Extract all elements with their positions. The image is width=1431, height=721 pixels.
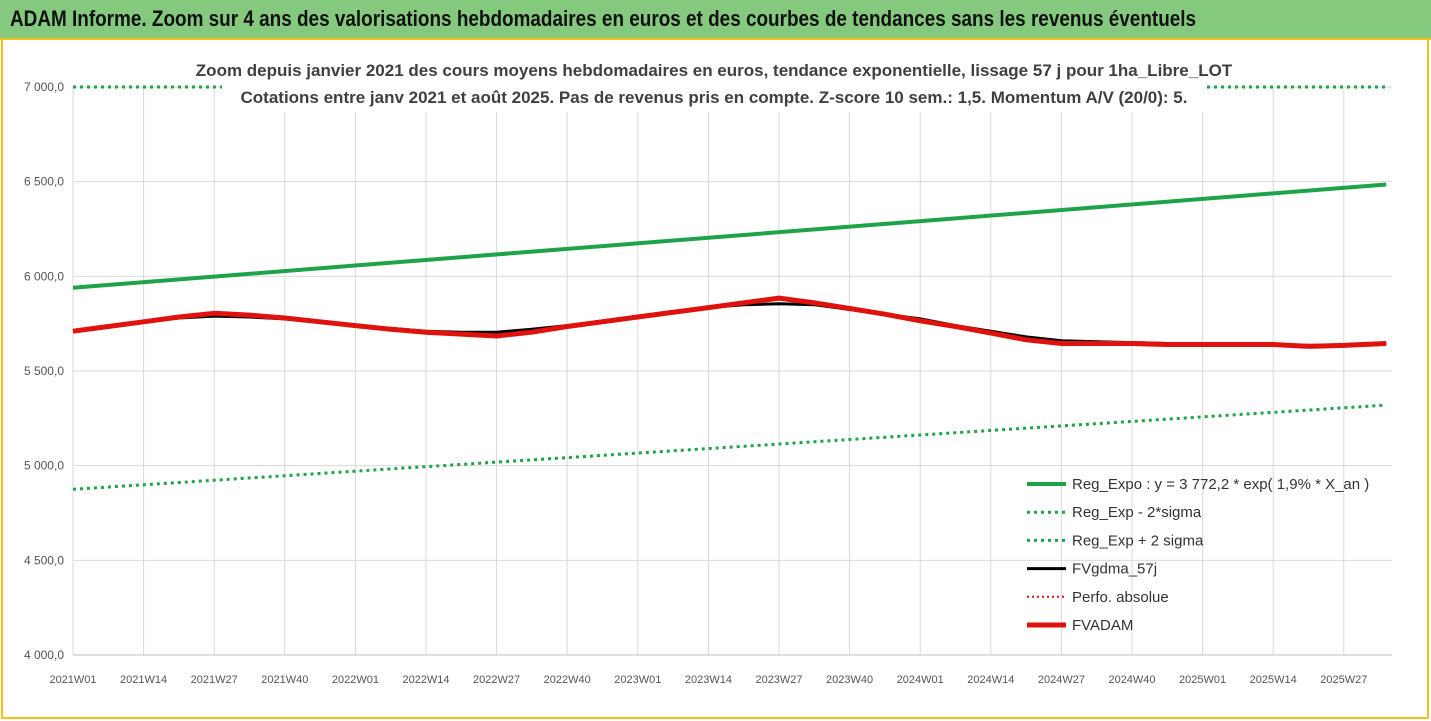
x-tick-label: 2025W14: [1250, 674, 1297, 686]
legend-label-perfo-absolue: Perfo. absolue: [1072, 589, 1169, 606]
x-tick-label: 2023W27: [755, 674, 802, 686]
legend-label-reg-exp-minus-2sigma: Reg_Exp - 2*sigma: [1072, 504, 1202, 521]
y-tick-label: 4 000,0: [24, 648, 64, 662]
x-tick-label: 2022W40: [544, 674, 591, 686]
x-tick-label: 2025W01: [1179, 674, 1226, 686]
legend-label-fvadam: FVADAM: [1072, 617, 1133, 634]
chart-subtitle: Cotations entre janv 2021 et août 2025. …: [241, 88, 1188, 107]
legend-label-fvgdma-57j: FVgdma_57j: [1072, 561, 1157, 578]
legend-label-reg-exp-plus-2sigma: Reg_Exp + 2 sigma: [1072, 532, 1204, 549]
chart-title-block: Zoom depuis janvier 2021 des cours moyen…: [196, 56, 1233, 112]
grid-lines: [72, 86, 1392, 656]
series-line-perfo-absolue: [72, 297, 1387, 348]
y-tick-label: 5 000,0: [24, 459, 64, 473]
y-tick-label: 6 000,0: [24, 269, 64, 283]
x-tick-label: 2024W14: [967, 674, 1014, 686]
x-tick-label: 2023W14: [685, 674, 732, 686]
x-tick-label: 2021W40: [261, 674, 308, 686]
x-tick-label: 2024W40: [1108, 674, 1155, 686]
y-tick-label: 5 500,0: [24, 364, 64, 378]
x-tick-label: 2021W14: [120, 674, 167, 686]
series-line-fvgdma-57j: [72, 302, 1387, 347]
x-tick-label: 2025W27: [1320, 674, 1367, 686]
legend: Reg_Expo : y = 3 772,2 * exp( 1,9% * X_a…: [1027, 476, 1369, 634]
x-tick-label: 2022W27: [473, 674, 520, 686]
x-tick-label: 2022W01: [332, 674, 379, 686]
x-tick-label: 2022W14: [402, 674, 449, 686]
legend-label-reg-expo: Reg_Expo : y = 3 772,2 * exp( 1,9% * X_a…: [1072, 476, 1369, 493]
series-line-reg-exp-minus-2sigma: [72, 403, 1387, 491]
x-tick-label: 2023W40: [826, 674, 873, 686]
series-lines: [72, 85, 1387, 491]
axis-labels: 4 000,0 4 500,0 5 000,0 5 500,0 6 000,0 6 500…: [24, 80, 1367, 686]
x-tick-label: 2024W01: [897, 674, 944, 686]
x-tick-label: 2024W27: [1038, 674, 1085, 686]
y-tick-label: 7 000,0: [24, 80, 64, 94]
chart-frame: [1, 40, 1429, 719]
title-background: [222, 56, 1207, 112]
x-tick-label: 2023W01: [614, 674, 661, 686]
chart-title: Zoom depuis janvier 2021 des cours moyen…: [196, 61, 1233, 80]
page-title: ADAM Informe. Zoom sur 4 ans des valoris…: [10, 6, 1197, 31]
y-tick-label: 4 500,0: [24, 553, 64, 567]
series-line-reg-expo: [72, 182, 1387, 290]
header-bar: ADAM Informe. Zoom sur 4 ans des valoris…: [0, 0, 1431, 40]
x-tick-label: 2021W27: [191, 674, 238, 686]
x-tick-label: 2021W01: [49, 674, 96, 686]
y-tick-label: 6 500,0: [24, 175, 64, 189]
